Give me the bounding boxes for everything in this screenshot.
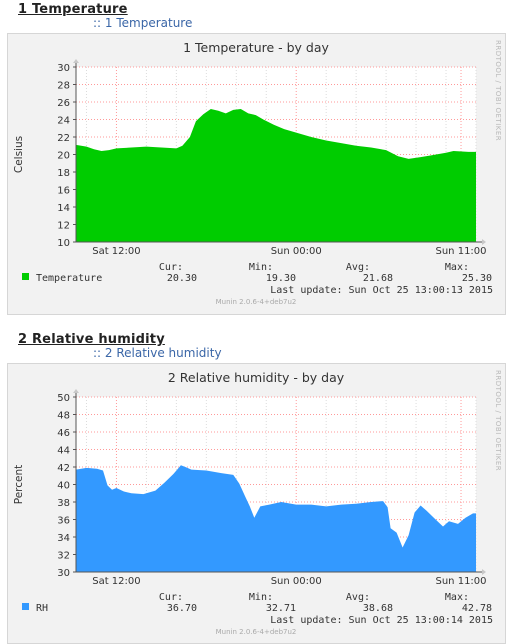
chart0-series-area	[76, 109, 476, 242]
chart0-y-tick-label: 20	[57, 151, 70, 162]
chart1-y-tick-label: 48	[57, 411, 70, 422]
chart0-legend-swatch	[22, 273, 29, 280]
chart0-x-tick-label: Sun 00:00	[271, 246, 322, 257]
chart1-x-tick-label: Sun 00:00	[271, 576, 322, 587]
chart1-last-update: Last update: Sun Oct 25 13:00:14 2015	[270, 615, 493, 626]
chart1-legend-value: 32.71	[266, 603, 296, 614]
chart0-y-tick-label: 28	[57, 81, 70, 92]
chart0-legend-header: Avg:	[346, 262, 370, 273]
chart1-legend-header: Avg:	[346, 592, 370, 603]
chart1-x-tick-label: Sun 11:00	[436, 576, 487, 587]
chart0-x-axis-arrow	[482, 239, 486, 245]
chart0-y-tick-label: 26	[57, 98, 70, 109]
chart0-watermark: RRDTOOL / TOBI OETIKER	[494, 40, 502, 141]
chart0-y-tick-label: 24	[57, 116, 70, 127]
chart1-y-tick-label: 44	[57, 446, 70, 457]
chart1-y-tick-label: 32	[57, 551, 70, 562]
chart1-y-tick-label: 34	[57, 533, 70, 544]
chart1-footer: Munin 2.0.6-4+deb7u2	[216, 628, 297, 636]
chart1-x-tick-label: Sat 12:00	[92, 576, 140, 587]
chart0-legend-value: 19.30	[266, 273, 296, 284]
chart0-title: 1 Temperature - by day	[183, 40, 329, 55]
chart0-footer: Munin 2.0.6-4+deb7u2	[216, 298, 297, 306]
chart0-legend-value: 25.30	[462, 273, 492, 284]
chart1-legend-value: 38.68	[363, 603, 393, 614]
chart0-y-tick-label: 30	[57, 63, 70, 74]
chart0-legend-header: Cur:	[159, 262, 183, 273]
humidity-chart: 2 Relative humidity - by day RRDTOOL / TO…	[13, 370, 502, 636]
chart1-x-axis-arrow	[482, 569, 486, 575]
chart0-legend-value: 21.68	[363, 273, 393, 284]
chart1-y-axis-arrow	[73, 389, 79, 393]
chart0-legend-series-name: Temperature	[36, 273, 102, 284]
temperature-graph-panel: 1 Temperature - by day RRDTOOL / TOBI OET…	[7, 33, 506, 315]
chart1-y-axis-label: Percent	[13, 465, 25, 505]
chart0-y-axis-arrow	[73, 59, 79, 63]
section-sublink-humidity[interactable]: :: 2 Relative humidity	[93, 346, 222, 360]
chart0-x-tick-label: Sat 12:00	[92, 246, 140, 257]
chart1-legend-swatch	[22, 603, 29, 610]
section-heading-temperature[interactable]: 1 Temperature	[18, 2, 128, 17]
chart0-y-axis-label: Celsius	[13, 136, 25, 173]
chart1-y-tick-label: 46	[57, 428, 70, 439]
chart1-y-tick-label: 42	[57, 463, 70, 474]
chart1-legend-value: 36.70	[167, 603, 197, 614]
chart1-watermark: RRDTOOL / TOBI OETIKER	[494, 370, 502, 471]
chart0-last-update: Last update: Sun Oct 25 13:00:13 2015	[270, 285, 493, 296]
chart1-series-area	[76, 465, 476, 572]
chart0-y-tick-label: 14	[57, 203, 70, 214]
chart1-y-tick-label: 36	[57, 516, 70, 527]
chart0-y-tick-label: 16	[57, 186, 70, 197]
chart0-y-tick-label: 22	[57, 133, 70, 144]
chart0-y-tick-label: 10	[57, 238, 70, 249]
section-heading-humidity[interactable]: 2 Relative humidity	[18, 332, 165, 347]
chart0-legend-header: Max:	[445, 262, 469, 273]
chart1-legend-header: Max:	[445, 592, 469, 603]
chart0-y-tick-label: 18	[57, 168, 70, 179]
chart1-y-tick-label: 40	[57, 481, 70, 492]
chart1-y-tick-label: 38	[57, 498, 70, 509]
chart0-legend-header: Min:	[249, 262, 273, 273]
chart0-x-tick-label: Sun 11:00	[436, 246, 487, 257]
temperature-chart: 1 Temperature - by day RRDTOOL / TOBI OET…	[13, 40, 502, 306]
chart0-y-tick-label: 12	[57, 221, 70, 232]
chart1-y-tick-label: 50	[57, 393, 70, 404]
chart1-legend-header: Cur:	[159, 592, 183, 603]
chart1-legend-header: Min:	[249, 592, 273, 603]
section-sublink-temperature[interactable]: :: 1 Temperature	[93, 16, 193, 30]
chart1-title: 2 Relative humidity - by day	[168, 370, 345, 385]
chart1-y-tick-label: 30	[57, 568, 70, 579]
chart1-legend-value: 42.78	[462, 603, 492, 614]
chart1-legend-series-name: RH	[36, 603, 48, 614]
humidity-graph-panel: 2 Relative humidity - by day RRDTOOL / TO…	[7, 363, 506, 644]
chart0-legend-value: 20.30	[167, 273, 197, 284]
